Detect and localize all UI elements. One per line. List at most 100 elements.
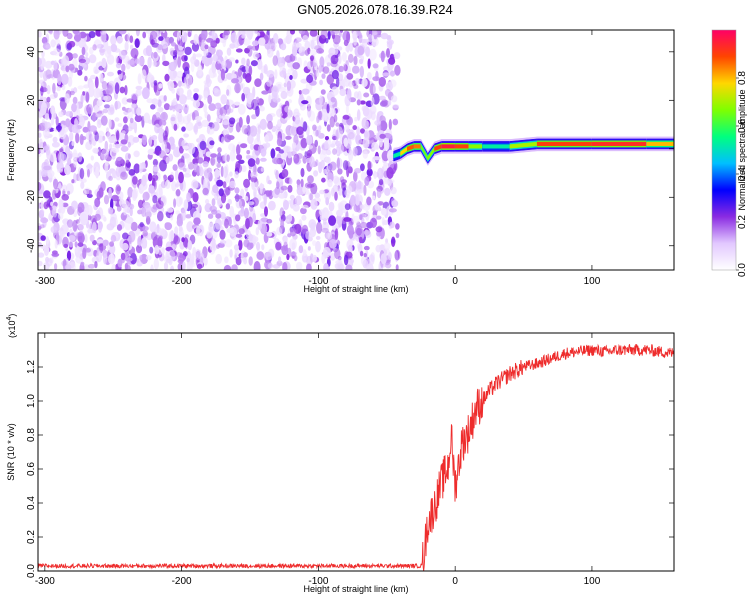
heatmap-noise-cell xyxy=(363,184,367,196)
heatmap-noise-cell xyxy=(359,214,363,221)
heatmap-noise-cell xyxy=(57,168,64,173)
heatmap-noise-cell xyxy=(384,89,391,97)
heatmap-noise-cell xyxy=(81,46,86,56)
heatmap-noise-cell xyxy=(243,207,249,219)
heatmap-noise-cell xyxy=(193,93,199,101)
heatmap-noise-cell xyxy=(162,54,166,63)
heatmap-noise-cell xyxy=(109,222,114,229)
heatmap-noise-cell xyxy=(221,60,227,69)
heatmap-noise-cell xyxy=(75,132,80,144)
heatmap-noise-cell xyxy=(91,221,97,234)
heatmap-noise-cell xyxy=(89,222,93,231)
heatmap-noise-cell xyxy=(42,70,48,82)
heatmap-noise-cell xyxy=(40,85,44,97)
heatmap-noise-cell xyxy=(176,30,180,41)
heatmap-noise-cell xyxy=(375,226,383,233)
heatmap-noise-cell xyxy=(40,224,45,229)
heatmap-noise-cell xyxy=(229,249,233,258)
heatmap-noise-cell xyxy=(304,49,310,56)
heatmap-noise-cell xyxy=(270,148,276,159)
heatmap-noise-cell xyxy=(243,252,248,258)
heatmap-noise-cell xyxy=(69,131,74,142)
heatmap-noise-cell xyxy=(340,30,343,33)
heatmap-noise-cell xyxy=(332,184,339,194)
heatmap-noise-cell xyxy=(373,156,381,161)
heatmap-noise-cell xyxy=(150,39,155,46)
heatmap-noise-cell xyxy=(239,83,244,90)
heatmap-noise-cell xyxy=(317,145,321,155)
heatmap-noise-cell xyxy=(376,113,380,124)
heatmap-noise-cell xyxy=(185,95,192,100)
heatmap-noise-cell xyxy=(138,184,144,194)
heatmap-noise-cell xyxy=(387,100,392,106)
heatmap-noise-cell xyxy=(298,90,302,95)
heatmap-noise-cell xyxy=(101,80,108,90)
heatmap-noise-cell xyxy=(307,246,311,251)
heatmap-noise-cell xyxy=(372,195,376,200)
heatmap-noise-cell xyxy=(329,116,335,128)
heatmap-noise-cell xyxy=(165,156,170,165)
heatmap-noise-cell xyxy=(259,72,264,81)
heatmap-noise-cell xyxy=(241,34,246,39)
heatmap-noise-cell xyxy=(395,264,399,270)
heatmap-noise-cell xyxy=(133,150,140,158)
heatmap-noise-cell xyxy=(71,103,77,113)
heatmap-noise-cell xyxy=(389,221,395,229)
heatmap-noise-cell xyxy=(323,168,328,175)
heatmap-noise-cell xyxy=(229,180,236,189)
heatmap-noise-cell xyxy=(171,244,177,250)
heatmap-noise-cell xyxy=(384,140,390,151)
heatmap-noise-cell xyxy=(226,99,234,106)
heatmap-noise-cell xyxy=(121,242,129,251)
heatmap-noise-cell xyxy=(201,30,208,40)
heatmap-noise-cell xyxy=(176,87,184,96)
heatmap-noise-cell xyxy=(153,80,158,86)
heatmap-noise-cell xyxy=(326,124,331,132)
heatmap-noise-cell xyxy=(138,199,144,209)
heatmap-noise-cell xyxy=(236,154,243,161)
heatmap-noise-cell xyxy=(316,48,325,54)
heatmap-noise-cell xyxy=(132,176,138,185)
heatmap-noise-cell xyxy=(353,84,359,90)
heatmap-noise-cell xyxy=(236,144,241,156)
heatmap-noise-cell xyxy=(181,237,185,243)
heatmap-noise-cell xyxy=(96,99,103,107)
heatmap-band-cell xyxy=(646,141,674,146)
heatmap-noise-cell xyxy=(47,74,54,79)
heatmap-noise-cell xyxy=(157,99,162,108)
heatmap-noise-cell xyxy=(357,189,364,194)
heatmap-noise-cell xyxy=(306,263,312,270)
heatmap-noise-cell xyxy=(209,140,215,146)
heatmap-noise-cell xyxy=(124,218,132,231)
heatmap-noise-cell xyxy=(286,80,292,92)
heatmap-noise-cell xyxy=(324,140,329,150)
heatmap-noise-cell xyxy=(41,209,45,215)
heatmap-noise-cell xyxy=(177,51,185,56)
heatmap-noise-cell xyxy=(226,89,230,96)
heatmap-noise-cell xyxy=(86,193,93,198)
heatmap-noise-cell xyxy=(40,81,44,88)
heatmap-noise-cell xyxy=(199,252,205,265)
heatmap-noise-cell xyxy=(276,108,284,118)
heatmap-noise-cell xyxy=(144,204,152,212)
heatmap-noise-cell xyxy=(229,206,235,218)
heatmap-noise-cell xyxy=(233,244,240,251)
heatmap-noise-cell xyxy=(258,37,266,46)
heatmap-noise-cell xyxy=(54,39,61,46)
heatmap-noise-cell xyxy=(276,181,280,190)
heatmap-noise-cell xyxy=(272,33,279,44)
heatmap-noise-cell xyxy=(302,257,307,262)
heatmap-noise-cells xyxy=(38,30,401,270)
heatmap-noise-cell xyxy=(53,60,58,71)
heatmap-noise-cell xyxy=(319,79,323,86)
heatmap-noise-cell xyxy=(82,126,89,133)
heatmap-noise-cell xyxy=(245,73,252,83)
heatmap-noise-cell xyxy=(131,103,138,115)
heatmap-noise-cell xyxy=(394,64,401,76)
heatmap-noise-cell xyxy=(52,205,57,211)
heatmap-noise-cell xyxy=(336,157,340,170)
heatmap-noise-cell xyxy=(135,85,143,90)
heatmap-noise-cell xyxy=(367,160,372,171)
heatmap-noise-cell xyxy=(157,211,164,222)
snr-multiplier: (x104) xyxy=(6,314,17,338)
